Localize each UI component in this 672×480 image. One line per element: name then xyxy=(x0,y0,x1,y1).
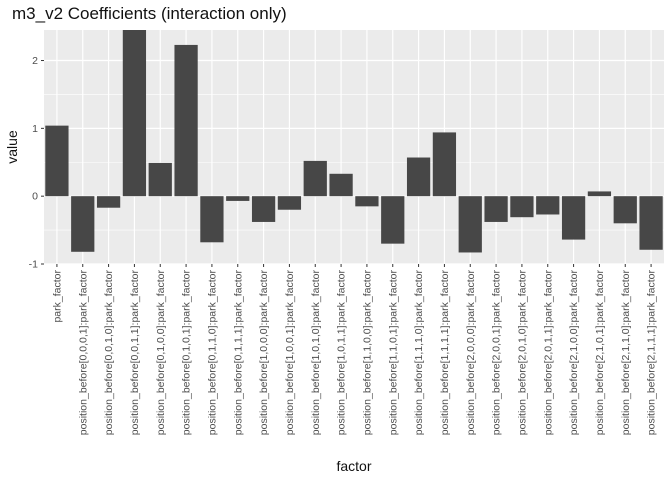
plot-panel xyxy=(44,30,664,264)
bar xyxy=(174,44,198,197)
x-tick-label: position_before[2,1,0,1]:park_factor xyxy=(594,270,606,436)
x-tick-label: position_before[0,1,1,0]:park_factor xyxy=(206,270,218,436)
bar xyxy=(381,196,405,244)
x-tick-label: position_before[1,0,1,0]:park_factor xyxy=(310,270,322,436)
bar xyxy=(251,196,276,222)
bar xyxy=(510,196,534,218)
bar xyxy=(561,196,586,240)
x-tick-label: position_before[2,0,1,0]:park_factor xyxy=(516,270,528,436)
bar xyxy=(45,125,69,197)
x-tick-label: position_before[1,0,0,0]:park_factor xyxy=(258,270,270,436)
x-tick-label: position_before[1,1,1,1]:park_factor xyxy=(439,270,451,436)
y-tick-label: -1 xyxy=(29,259,38,271)
x-tick-label: position_before[2,0,0,1]:park_factor xyxy=(491,270,503,436)
x-tick-label: position_before[1,1,1,0]:park_factor xyxy=(413,270,425,436)
bar xyxy=(536,196,560,215)
bar xyxy=(639,196,663,250)
x-tick-label: position_before[2,1,1,1]:park_factor xyxy=(646,270,658,436)
bar xyxy=(329,173,353,197)
bars xyxy=(45,30,663,253)
x-tick-label: position_before[1,1,0,1]:park_factor xyxy=(387,270,399,436)
x-tick-label: position_before[0,0,1,1]:park_factor xyxy=(129,270,141,436)
x-tick-label: position_before[1,0,1,1]:park_factor xyxy=(336,270,348,436)
bar xyxy=(406,157,431,197)
x-tick-label: position_before[0,0,0,1]:park_factor xyxy=(77,270,89,436)
bar xyxy=(458,196,482,253)
y-axis-title: value xyxy=(4,130,20,164)
y-axis: -1 0 1 2 xyxy=(29,55,44,271)
x-tick-label: position_before[2,0,1,1]:park_factor xyxy=(542,270,554,436)
y-tick-label: 1 xyxy=(32,123,38,135)
bar xyxy=(303,160,327,197)
x-tick-label: position_before[1,1,0,0]:park_factor xyxy=(361,270,373,436)
bar xyxy=(122,30,147,197)
bar xyxy=(71,196,95,252)
chart-title: m3_v2 Coefficients (interaction only) xyxy=(12,4,287,23)
x-tick-label: park_factor xyxy=(51,270,63,323)
y-tick-label: 0 xyxy=(32,191,38,203)
y-tick-label: 2 xyxy=(32,55,38,67)
bar xyxy=(432,132,457,197)
x-tick-label: position_before[2,1,0,0]:park_factor xyxy=(568,270,580,436)
bar xyxy=(484,196,508,222)
x-tick-label: position_before[0,1,1,1]:park_factor xyxy=(232,270,244,436)
x-tick-label: position_before[2,1,1,0]:park_factor xyxy=(620,270,632,436)
x-tick-label: position_before[0,0,1,0]:park_factor xyxy=(103,270,115,436)
x-axis-title: factor xyxy=(336,458,371,474)
x-tick-label: position_before[0,1,0,0]:park_factor xyxy=(155,270,167,436)
x-axis: park_factor position_before[0,0,0,1]:park… xyxy=(51,264,658,436)
bar xyxy=(148,162,172,197)
x-tick-label: position_before[1,0,0,1]:park_factor xyxy=(284,270,296,436)
bar xyxy=(587,191,612,197)
x-tick-label: position_before[0,1,0,1]:park_factor xyxy=(181,270,193,436)
bar xyxy=(613,196,637,224)
bar xyxy=(200,196,224,243)
x-tick-label: position_before[2,0,0,0]:park_factor xyxy=(465,270,477,436)
bar xyxy=(277,196,302,210)
bar xyxy=(226,196,250,201)
bar xyxy=(96,196,121,208)
bar xyxy=(355,196,379,207)
